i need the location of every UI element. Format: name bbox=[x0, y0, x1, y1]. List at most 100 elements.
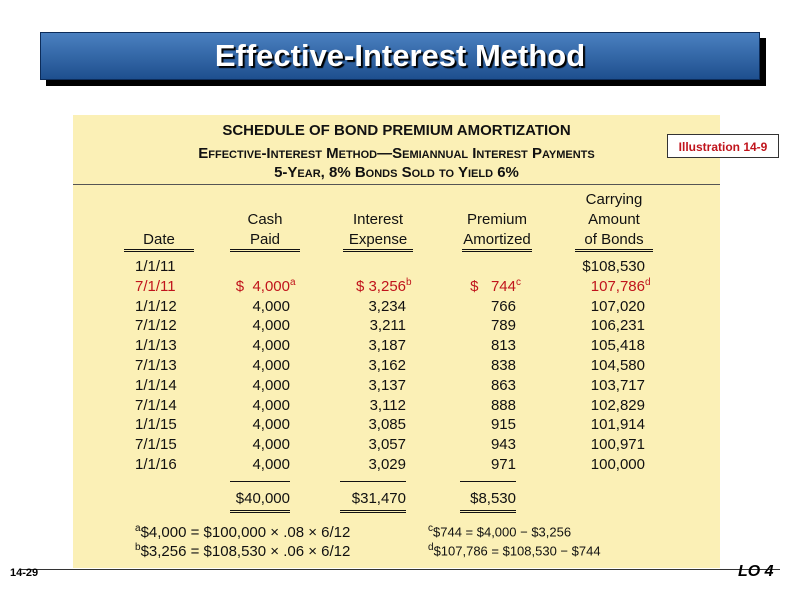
row-value: $ 3,256 b bbox=[306, 277, 412, 297]
row-value: 915 bbox=[490, 416, 516, 434]
table-panel bbox=[73, 115, 720, 568]
row-value: 3,162 bbox=[368, 357, 406, 374]
footnote-marker: a bbox=[290, 276, 296, 288]
row-value: 4,000 bbox=[252, 416, 290, 434]
column-header: Cash bbox=[247, 211, 283, 228]
column-header: Date bbox=[143, 231, 175, 248]
footnote-marker: c bbox=[516, 276, 521, 288]
footnote: a$4,000 = $100,000 × .08 × 6/12 bbox=[135, 523, 350, 541]
column-header: Interest bbox=[352, 211, 404, 228]
row-value: 4,000 bbox=[252, 376, 290, 394]
footnote-text: $744 = $4,000 − $3,256 bbox=[433, 524, 572, 540]
row-value: 4,000 bbox=[252, 317, 290, 335]
row-value: 107,020 bbox=[590, 297, 645, 315]
row-date: 1/1/15 bbox=[135, 416, 177, 434]
header-underline bbox=[124, 249, 194, 252]
total-double-rule bbox=[460, 509, 516, 513]
row-value: 3,211 bbox=[369, 317, 406, 335]
total-value: $40,000 bbox=[235, 489, 290, 507]
row-value: 863 bbox=[490, 376, 516, 394]
title-rule bbox=[73, 184, 720, 185]
table-title-line: SCHEDULE OF BOND PREMIUM AMORTIZATION bbox=[222, 122, 571, 139]
table-title-line: Effective-Interest Method—Semiannual Int… bbox=[198, 145, 595, 162]
row-value: 943 bbox=[490, 436, 516, 454]
row-date: 7/1/11 bbox=[135, 277, 176, 295]
row-value: 107,786 d bbox=[545, 277, 651, 297]
header-underline bbox=[462, 249, 532, 252]
row-value: 766 bbox=[490, 297, 516, 315]
table-title-line: 5-Year, 8% Bonds Sold to Yield 6% bbox=[274, 164, 519, 181]
footnote-marker: c bbox=[428, 523, 433, 534]
header-underline bbox=[575, 249, 653, 252]
row-value: 4,000 bbox=[252, 436, 290, 454]
footnote-marker: d bbox=[428, 542, 434, 553]
row-value: 101,914 bbox=[590, 416, 645, 434]
row-date: 7/1/12 bbox=[135, 317, 177, 335]
slide-title: Effective-Interest Method bbox=[40, 32, 760, 80]
row-value: 3,029 bbox=[368, 456, 406, 473]
row-date: 7/1/15 bbox=[135, 436, 177, 454]
footnote-marker: d bbox=[645, 276, 651, 288]
row-date: 7/1/14 bbox=[135, 396, 177, 414]
row-value: 813 bbox=[490, 337, 516, 355]
row-value: 103,717 bbox=[590, 376, 645, 394]
column-header: Amortized bbox=[463, 231, 531, 248]
column-header: Carrying bbox=[585, 191, 643, 208]
footer-rule bbox=[20, 569, 780, 570]
row-value: 102,829 bbox=[590, 396, 645, 414]
footnote-text: $4,000 = $100,000 × .08 × 6/12 bbox=[140, 524, 351, 541]
row-value: 3,187 bbox=[368, 337, 406, 355]
header-underline bbox=[343, 249, 413, 252]
total-rule bbox=[340, 480, 406, 482]
total-double-rule bbox=[230, 509, 290, 513]
total-value: $31,470 bbox=[351, 489, 406, 507]
learning-objective: LO 4 bbox=[738, 563, 774, 580]
illustration-label: Illustration 14-9 bbox=[667, 134, 779, 158]
row-value: 971 bbox=[490, 456, 516, 473]
row-value: 100,971 bbox=[590, 436, 645, 454]
page-number: 14-29 bbox=[10, 567, 39, 579]
row-date: 7/1/13 bbox=[135, 357, 177, 374]
row-value: 4,000 bbox=[252, 396, 290, 414]
row-value: 106,231 bbox=[590, 317, 645, 335]
footnote: c$744 = $4,000 − $3,256 bbox=[428, 523, 571, 539]
footnote-marker: b bbox=[406, 276, 412, 288]
column-header: Amount bbox=[588, 211, 640, 228]
row-value: 3,234 bbox=[368, 297, 406, 315]
footnote-text: $107,786 = $108,530 − $744 bbox=[433, 543, 601, 559]
column-header: Premium bbox=[466, 211, 527, 228]
row-value: 789 bbox=[490, 317, 516, 335]
footnote: b$3,256 = $108,530 × .06 × 6/12 bbox=[135, 542, 350, 560]
footnote: d$107,786 = $108,530 − $744 bbox=[428, 542, 601, 558]
total-double-rule bbox=[340, 509, 406, 513]
row-date: 1/1/11 bbox=[135, 258, 176, 275]
row-value: 3,057 bbox=[368, 436, 406, 454]
row-value: $ 744 c bbox=[416, 277, 521, 297]
column-header: Expense bbox=[348, 231, 408, 248]
footnote-marker: b bbox=[135, 542, 141, 553]
row-value: $ 4,000 a bbox=[190, 277, 296, 297]
row-date: 1/1/13 bbox=[135, 337, 177, 355]
row-value: 4,000 bbox=[252, 456, 290, 473]
column-header: of Bonds bbox=[584, 231, 644, 248]
footnote-text: $3,256 = $108,530 × .06 × 6/12 bbox=[140, 543, 351, 560]
row-value: $108,530 bbox=[582, 258, 645, 275]
row-value: 3,085 bbox=[368, 416, 406, 434]
total-rule bbox=[230, 480, 290, 482]
row-value: 100,000 bbox=[590, 456, 645, 473]
footnote-marker: a bbox=[135, 523, 141, 534]
row-value: 105,418 bbox=[590, 337, 645, 355]
row-value: 4,000 bbox=[252, 337, 290, 355]
row-value: 104,580 bbox=[590, 357, 645, 374]
total-value: $8,530 bbox=[470, 489, 516, 507]
header-underline bbox=[230, 249, 300, 252]
row-value: 888 bbox=[490, 396, 516, 414]
row-date: 1/1/12 bbox=[135, 297, 177, 315]
row-value: 3,137 bbox=[368, 376, 406, 394]
row-date: 1/1/14 bbox=[135, 376, 177, 394]
row-value: 3,112 bbox=[369, 396, 406, 414]
column-header: Paid bbox=[249, 231, 281, 248]
total-rule bbox=[460, 480, 516, 482]
row-value: 838 bbox=[490, 357, 516, 374]
